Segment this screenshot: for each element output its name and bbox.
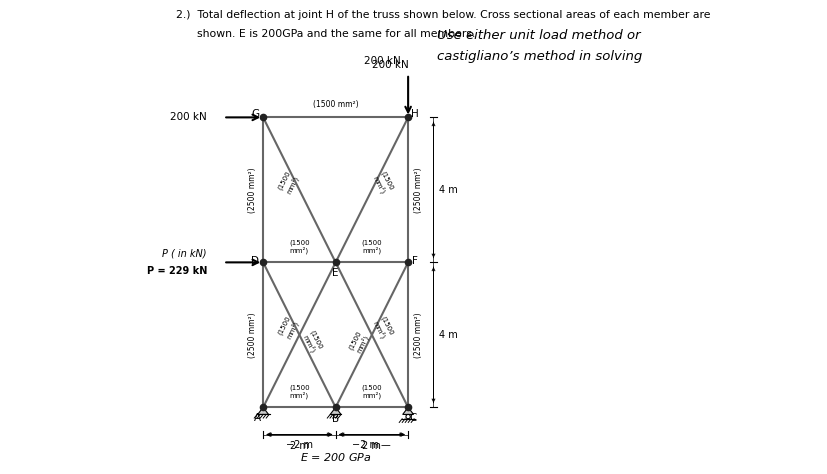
Text: (1500
mm²): (1500 mm²) xyxy=(347,329,370,355)
Text: 2.)  Total deflection at joint H of the truss shown below. Cross sectional areas: 2.) Total deflection at joint H of the t… xyxy=(176,10,710,20)
Text: (1500
mm²): (1500 mm²) xyxy=(361,239,382,255)
Text: 4 m: 4 m xyxy=(438,330,457,340)
Text: (1500
mm²): (1500 mm²) xyxy=(289,384,309,400)
Text: (2500 mm²): (2500 mm²) xyxy=(248,312,257,358)
Polygon shape xyxy=(257,407,268,414)
Text: P ( in kN): P ( in kN) xyxy=(162,248,207,258)
Text: (2500 mm²): (2500 mm²) xyxy=(248,167,257,213)
Polygon shape xyxy=(402,407,413,414)
Text: 200 kN: 200 kN xyxy=(170,112,207,122)
Text: E: E xyxy=(332,268,338,278)
Text: castigliano’s method in solving: castigliano’s method in solving xyxy=(437,50,642,64)
Text: A: A xyxy=(254,413,261,423)
Text: G: G xyxy=(251,109,259,119)
Text: H: H xyxy=(410,109,418,119)
Text: D: D xyxy=(251,255,259,265)
Text: (2500 mm²): (2500 mm²) xyxy=(414,167,423,213)
Text: (1500
mm²): (1500 mm²) xyxy=(370,315,394,340)
Text: 4 m: 4 m xyxy=(438,185,457,195)
Text: shown. E is 200GPa and the same for all members.: shown. E is 200GPa and the same for all … xyxy=(176,28,475,38)
Text: −2 m: −2 m xyxy=(285,440,313,450)
Text: (1500
mm²): (1500 mm²) xyxy=(300,329,323,355)
Text: B: B xyxy=(332,414,339,424)
Text: 200 kN: 200 kN xyxy=(364,56,400,66)
Text: 2 m: 2 m xyxy=(289,441,308,451)
Text: 2 m: 2 m xyxy=(362,441,381,451)
Text: (1500
mm²): (1500 mm²) xyxy=(361,384,382,400)
Text: (1500
mm²): (1500 mm²) xyxy=(277,170,299,195)
Text: P = 229 kN: P = 229 kN xyxy=(146,266,207,276)
Text: Use either unit load method or: Use either unit load method or xyxy=(437,28,640,42)
Text: (1500
mm²): (1500 mm²) xyxy=(277,315,299,340)
Polygon shape xyxy=(330,407,341,414)
Text: (2500 mm²): (2500 mm²) xyxy=(414,312,423,358)
Text: −2 m —: −2 m — xyxy=(352,440,391,450)
Text: (1500 mm²): (1500 mm²) xyxy=(313,100,358,109)
Text: 200 kN: 200 kN xyxy=(371,60,408,70)
Text: C: C xyxy=(409,413,417,423)
Text: (1500
mm²): (1500 mm²) xyxy=(289,239,309,255)
Text: $E$ = 200 GPa: $E$ = 200 GPa xyxy=(299,451,371,463)
Text: F: F xyxy=(411,255,417,265)
Text: (1500
mm²): (1500 mm²) xyxy=(370,170,394,195)
